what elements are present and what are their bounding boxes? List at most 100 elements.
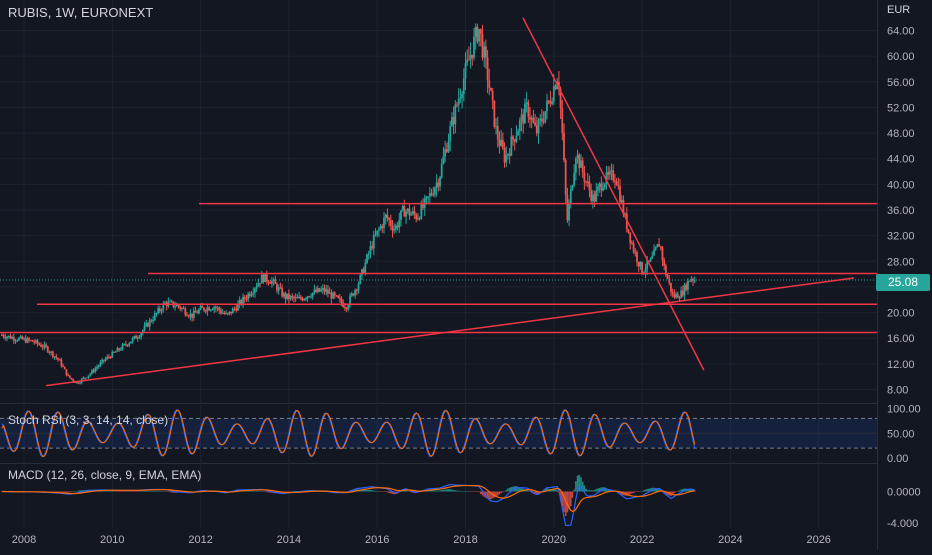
time-tick-label: 2008 bbox=[12, 534, 36, 546]
candle-body bbox=[549, 100, 552, 104]
candle-body bbox=[668, 278, 671, 283]
candle-body bbox=[36, 340, 39, 344]
candle-body bbox=[379, 226, 382, 230]
candle-body bbox=[264, 273, 267, 283]
candle-body bbox=[629, 232, 632, 243]
candle-body bbox=[196, 312, 199, 314]
candle-body bbox=[26, 338, 29, 343]
macd-bar bbox=[152, 491, 154, 492]
candle-body bbox=[299, 296, 302, 299]
candle-body bbox=[337, 295, 340, 298]
candle-body bbox=[507, 154, 509, 156]
candle-body bbox=[569, 189, 572, 204]
candle-body bbox=[605, 172, 608, 185]
candle-body bbox=[490, 87, 492, 91]
candle-body bbox=[82, 377, 85, 379]
macd-bar bbox=[454, 490, 457, 492]
macd-bar bbox=[65, 491, 68, 493]
macd-bar bbox=[636, 491, 638, 492]
macd-bar bbox=[503, 491, 506, 492]
candle-body bbox=[340, 298, 343, 303]
macd-bar bbox=[170, 491, 173, 493]
macd-bar bbox=[586, 490, 589, 492]
candle-body bbox=[617, 185, 620, 187]
macd-label[interactable]: MACD (12, 26, close, 9, EMA, EMA) bbox=[8, 468, 202, 482]
candle-body bbox=[554, 86, 557, 89]
candle-body bbox=[357, 283, 360, 291]
candle-body bbox=[366, 254, 368, 263]
macd-bar bbox=[389, 491, 392, 494]
macd-bar bbox=[354, 489, 356, 492]
candle-body bbox=[225, 313, 227, 315]
candle-body bbox=[255, 286, 258, 289]
macd-bar bbox=[588, 490, 591, 492]
macd-bar bbox=[568, 491, 570, 510]
candle-body bbox=[38, 343, 41, 345]
candle-body bbox=[495, 126, 497, 128]
macd-bar bbox=[646, 489, 648, 492]
macd-bar bbox=[126, 491, 129, 492]
candle-body bbox=[157, 308, 160, 314]
candle-body bbox=[199, 306, 202, 310]
candle-body bbox=[680, 290, 683, 299]
candle-body bbox=[384, 214, 387, 218]
candles bbox=[1, 23, 696, 385]
candle-body bbox=[600, 183, 603, 191]
macd-bar bbox=[466, 491, 468, 492]
candle-body bbox=[101, 359, 104, 363]
candle-body bbox=[4, 336, 7, 339]
stoch-rsi-label[interactable]: Stoch RSI (3, 3, 14, 14, close) bbox=[8, 413, 169, 427]
macd-bar bbox=[434, 490, 436, 492]
candle-body bbox=[369, 246, 372, 254]
candle-body bbox=[106, 356, 109, 359]
macd-bar bbox=[676, 491, 679, 492]
candle-body bbox=[597, 186, 599, 191]
candle-body bbox=[160, 310, 163, 312]
macd-bar bbox=[440, 490, 443, 492]
candle-body bbox=[417, 218, 419, 220]
candle-body bbox=[226, 313, 229, 315]
macd-bar bbox=[474, 491, 477, 492]
macd-bar bbox=[376, 491, 378, 492]
macd-bar bbox=[150, 491, 153, 492]
macd-bar bbox=[164, 491, 166, 492]
macd-bar bbox=[429, 490, 431, 492]
macd-bar bbox=[578, 474, 581, 492]
macd-bar bbox=[644, 489, 647, 492]
macd-bar bbox=[369, 489, 372, 492]
candle-body bbox=[529, 116, 531, 120]
candle-body bbox=[593, 194, 596, 202]
candle-body bbox=[388, 218, 390, 221]
candle-body bbox=[24, 338, 27, 343]
candle-body bbox=[2, 335, 5, 337]
macd-bar bbox=[498, 491, 501, 495]
candle-body bbox=[619, 186, 621, 203]
candle-body bbox=[288, 293, 290, 300]
price-tick-label: 52.00 bbox=[887, 102, 915, 114]
candle-body bbox=[564, 160, 567, 196]
candle-body bbox=[257, 283, 260, 287]
candle-body bbox=[398, 219, 401, 228]
macd-bar bbox=[642, 490, 645, 492]
macd-bar bbox=[451, 489, 453, 492]
macd-bar bbox=[590, 490, 592, 492]
candle-body bbox=[43, 344, 46, 348]
candle-body bbox=[381, 226, 384, 229]
macd-bar bbox=[289, 491, 292, 492]
macd-bar bbox=[383, 491, 385, 492]
time-tick-label: 2010 bbox=[100, 534, 124, 546]
candle-body bbox=[653, 249, 655, 256]
price-tick-label: 16.00 bbox=[887, 333, 915, 345]
macd-bar bbox=[520, 488, 523, 492]
candle-body bbox=[445, 149, 448, 152]
candle-body bbox=[327, 289, 329, 294]
macd-bar bbox=[581, 481, 584, 492]
macd-bar bbox=[456, 490, 458, 492]
candle-body bbox=[303, 298, 306, 301]
candle-body bbox=[563, 132, 565, 161]
candle-body bbox=[323, 288, 326, 292]
candle-body bbox=[479, 28, 482, 34]
candle-body bbox=[198, 309, 200, 314]
candle-body bbox=[260, 274, 263, 284]
macd-bar bbox=[675, 491, 677, 492]
